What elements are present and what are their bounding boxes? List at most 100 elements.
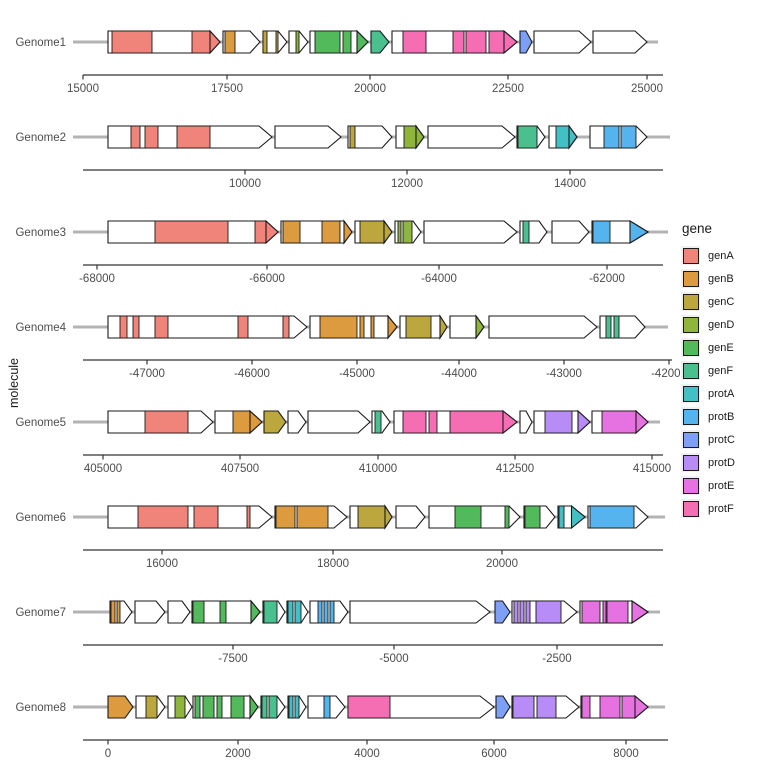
gene-segment-genA (111, 30, 153, 54)
gene-segment-protD (513, 600, 519, 624)
gene-segment-genB (296, 505, 329, 529)
gene-segment-genC (357, 505, 386, 529)
legend-item-protF: protF (681, 497, 735, 520)
gene-arrow (287, 410, 307, 434)
axis-tick-label: -68000 (79, 273, 115, 285)
gene-segment-protD (525, 600, 531, 624)
gene-segment-protF (402, 30, 427, 54)
legend-label-protE: protE (708, 479, 735, 492)
gene-segment-protB (323, 695, 331, 719)
gene-segment-protB (620, 125, 637, 149)
legend-item-genF: genF (681, 359, 735, 382)
gene-arrow (309, 600, 349, 624)
legend-items: genA genB genC genD genE genF protA protB protC p… (681, 244, 735, 520)
axis-tick-label: 20000 (354, 83, 386, 95)
gene-arrow (109, 600, 133, 624)
gene-segment-genC (145, 695, 158, 719)
gene-arrowhead-protE (634, 694, 649, 720)
axis-tick-label: -45000 (339, 368, 375, 380)
axis-tick-label: 25000 (631, 83, 663, 95)
axis-tick-label: -66000 (249, 273, 285, 285)
gene-segment-genE (314, 30, 341, 54)
gene-segment-genE (454, 505, 482, 529)
gene-arrow (551, 220, 590, 244)
axis-tick-label: 20000 (486, 558, 518, 570)
gene-arrowhead-genB (249, 409, 263, 435)
legend-swatch-protD (682, 454, 699, 471)
gene-segment-protD (512, 695, 535, 719)
gene-arrowhead-genE (250, 599, 261, 625)
y-axis-label: molecule (7, 357, 21, 409)
legend-key-protF (681, 499, 700, 518)
gene-arrowhead-protF (502, 409, 518, 435)
gene-segment-genF (522, 220, 530, 244)
gene-segment-genA (144, 410, 189, 434)
gene-segment-genE (216, 695, 223, 719)
gene-arrowhead-genC (439, 314, 448, 340)
gene-arrow (423, 220, 518, 244)
axis-tick-label: 415000 (633, 463, 671, 475)
gene-arrowhead-genB (343, 219, 353, 245)
axis-tick-label: 405000 (84, 463, 122, 475)
legend-key-protE (681, 476, 700, 495)
gene-segment-protA (555, 125, 570, 149)
legend-key-protD (681, 453, 700, 472)
gene-segment-genB (321, 220, 341, 244)
gene-segment-genE (524, 505, 541, 529)
legend-item-genA: genA (681, 244, 735, 267)
gene-segment-protF (449, 410, 504, 434)
gene-segment-protA (558, 505, 565, 529)
legend-label-genC: genC (708, 295, 735, 308)
gene-segment-genA (144, 125, 159, 149)
gene-segment-protE (581, 600, 601, 624)
genome-label: Genome5 (15, 417, 66, 429)
gene-segment-genE (219, 600, 227, 624)
gene-arrow (263, 410, 287, 434)
gene-segment-protB (589, 505, 635, 529)
gene-segment-genE (504, 505, 510, 529)
legend-swatch-genA (682, 247, 699, 264)
gene-segment-genD (174, 695, 186, 719)
legend-label-protA: protA (708, 387, 735, 400)
axis-tick-label: 4000 (354, 748, 380, 760)
legend-swatch-protB (682, 408, 699, 425)
gene-arrow (167, 600, 191, 624)
axis-tick-label: -43000 (546, 368, 582, 380)
gene-segment-genA (137, 505, 189, 529)
gene-arrowhead-protF (503, 29, 518, 55)
gene-segment-genF (517, 125, 538, 149)
gene-segment-genF (605, 315, 612, 339)
genome-label: Genome1 (15, 37, 66, 49)
legend-swatch-genD (682, 316, 699, 333)
axis-tick-label: -47000 (129, 368, 165, 380)
legend-key-genD (681, 315, 700, 334)
axis-tick-label: 2000 (225, 748, 251, 760)
gene-arrowhead-genD (475, 314, 485, 340)
gene-segment-genD (397, 220, 402, 244)
legend-item-genE: genE (681, 336, 735, 359)
legend-item-protC: protC (681, 428, 735, 451)
gene-segment-protB (329, 600, 335, 624)
gene-segment-protB (323, 600, 329, 624)
gene-arrow (134, 600, 166, 624)
gene-arrow (107, 695, 134, 719)
gene-segment-genF (374, 410, 382, 434)
legend-key-genF (681, 361, 700, 380)
gene-segment-protF (428, 410, 438, 434)
axis-tick-label: -42000 (651, 368, 687, 380)
gene-segment-protE (601, 410, 637, 434)
gene-arrowhead-genE (356, 29, 369, 55)
gene-arrow (488, 315, 598, 339)
gene-segment-genB (232, 410, 251, 434)
axis-tick-label: -64000 (421, 273, 457, 285)
gene-arrowhead-protE (631, 599, 649, 625)
gene-arrowhead-genE (249, 694, 259, 720)
gene-segment-protE (581, 695, 591, 719)
legend-key-genC (681, 292, 700, 311)
genome-label: Genome2 (15, 132, 66, 144)
axis-tick-label: -46000 (234, 368, 270, 380)
gene-segment-protB (317, 600, 323, 624)
gene-segment-genA (154, 220, 229, 244)
gene-arrowhead-genA (265, 219, 279, 245)
legend-swatch-genE (682, 339, 699, 356)
